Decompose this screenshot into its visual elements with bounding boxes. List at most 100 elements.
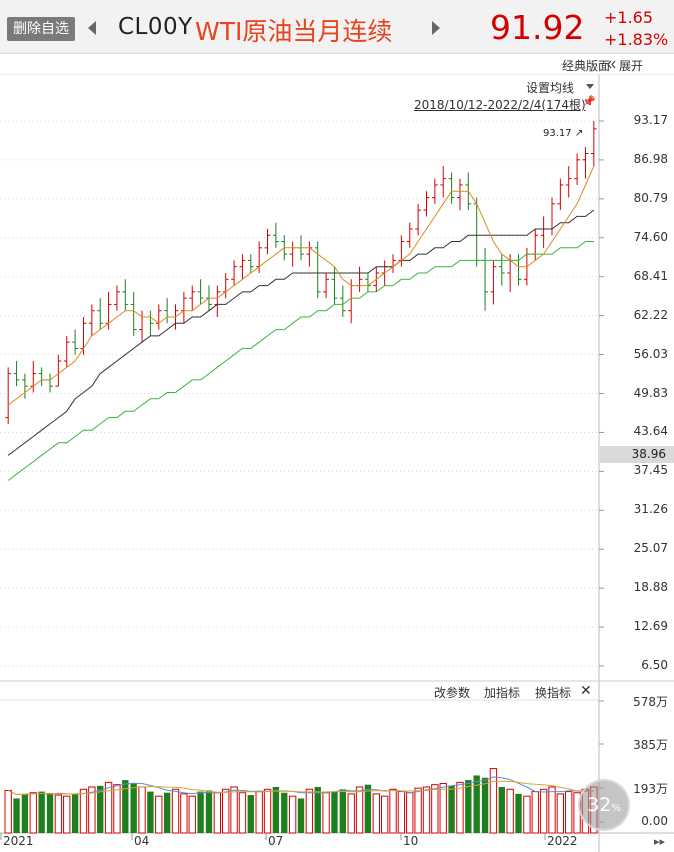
change-params-button[interactable]: 改参数 <box>434 686 471 700</box>
volume-bar <box>515 793 522 833</box>
volume-bar <box>305 788 314 834</box>
volume-bar <box>188 795 196 834</box>
volume-bar <box>314 786 321 833</box>
volume-bar <box>439 783 447 834</box>
volume-bar <box>205 790 213 833</box>
volume-bar <box>556 793 565 834</box>
price-tick-label: 74.60 <box>633 229 668 244</box>
time-tick-label: 2022 <box>547 834 578 848</box>
pin-icon[interactable]: 📌 <box>582 96 596 108</box>
classic-layout-link[interactable]: 经典版面 <box>562 59 611 73</box>
volume-bar <box>46 793 54 833</box>
volume-bar <box>213 792 222 834</box>
price-tick-label: 6.50 <box>641 658 668 672</box>
volume-bar <box>122 780 129 833</box>
ma-long-line <box>7 241 594 481</box>
volume-bar <box>88 786 96 834</box>
volume-bar <box>355 786 364 834</box>
set-moving-average-button[interactable]: 设置均线 <box>526 81 575 95</box>
volume-bar <box>63 795 71 834</box>
volume-bar <box>347 793 355 834</box>
scroll-right-icon[interactable]: ▸▸ <box>654 835 666 848</box>
volume-bar <box>506 788 514 834</box>
time-tick-label: 04 <box>134 834 150 848</box>
instrument-name: WTI原油当月连续 <box>195 17 393 46</box>
volume-bar <box>155 795 163 834</box>
time-tick-label: 2021 <box>3 834 34 848</box>
volume-bar <box>489 768 498 834</box>
ma-mid-line <box>7 209 595 456</box>
volume-bar <box>54 794 63 834</box>
close-icon[interactable]: ✕ <box>580 683 592 699</box>
price-tick-label: 93.17 <box>633 113 668 127</box>
prev-arrow-icon[interactable] <box>88 21 96 35</box>
volume-tick-label: 0.00 <box>641 814 668 828</box>
double-chevron-left-icon[interactable] <box>606 60 616 69</box>
volume-bar <box>465 780 472 833</box>
volume-bar <box>21 793 29 833</box>
volume-bar <box>380 795 389 834</box>
volume-bar <box>104 781 113 834</box>
volume-bar <box>297 798 305 833</box>
volume-bar <box>263 788 272 834</box>
volume-bar <box>222 788 230 834</box>
volume-bar <box>389 788 397 834</box>
volume-bar <box>473 775 480 833</box>
ma-short-line <box>7 165 595 406</box>
volume-bar <box>406 792 414 834</box>
price-tick-label: 25.07 <box>633 541 668 556</box>
price-change-percent: +1.83% <box>604 30 669 49</box>
volume-bar <box>565 791 573 834</box>
volume-bar <box>331 791 338 833</box>
volume-bar <box>364 784 372 833</box>
volume-bar <box>171 788 180 834</box>
volume-bar <box>372 793 380 834</box>
volume-bar <box>238 792 247 834</box>
volume-bar <box>548 786 556 834</box>
next-arrow-icon[interactable] <box>432 21 440 35</box>
volume-bar <box>288 795 297 834</box>
volume-bar <box>230 786 238 834</box>
remove-watchlist-button[interactable]: 删除自选 <box>7 17 75 41</box>
zoom-percent-badge[interactable]: 32% <box>578 779 630 831</box>
volume-bar <box>456 781 464 834</box>
volume-bar <box>498 786 505 833</box>
date-range-link[interactable]: 2018/10/12-2022/2/4(174根) <box>414 98 586 112</box>
price-tick-label: 49.83 <box>633 385 668 400</box>
price-change: +1.65 <box>604 8 654 27</box>
volume-bar <box>71 793 79 833</box>
volume-bar <box>97 785 104 833</box>
price-tick-label: 18.88 <box>633 580 668 595</box>
time-tick-label: 07 <box>268 834 284 848</box>
expand-link[interactable]: 展开 <box>619 59 644 73</box>
switch-indicator-button[interactable]: 换指标 <box>535 686 572 700</box>
price-tick-label: 86.98 <box>633 151 668 166</box>
volume-bar <box>431 784 439 834</box>
volume-tick-label: 385万 <box>633 738 668 752</box>
price-tick-label: 80.79 <box>633 190 668 205</box>
volume-bar <box>197 791 204 833</box>
price-tick-label: 37.45 <box>633 463 668 478</box>
instrument-code: CL00Y <box>118 14 193 40</box>
volume-bar <box>130 783 137 833</box>
volume-tick-label: 578万 <box>633 695 668 709</box>
quote-header: 删除自选 CL00Y WTI原油当月连续 91.92 +1.65 +1.83% <box>0 0 674 54</box>
volume-bar <box>397 791 406 834</box>
caret-down-icon[interactable] <box>586 84 594 89</box>
add-indicator-button[interactable]: 加指标 <box>484 686 521 700</box>
price-tick-label: 12.69 <box>633 619 668 634</box>
volume-bar <box>539 788 548 834</box>
volume-bar <box>339 789 347 833</box>
volume-bar <box>448 785 455 833</box>
volume-bar <box>255 791 263 834</box>
volume-bar <box>163 792 171 833</box>
last-price: 91.92 <box>490 8 585 47</box>
volume-bar <box>79 788 88 834</box>
volume-bar <box>272 786 280 833</box>
kline-chart[interactable] <box>0 74 674 852</box>
high-price-marker: 93.17 ↗ <box>543 128 584 139</box>
price-tick-label: 31.26 <box>633 502 668 517</box>
volume-bar <box>38 791 45 833</box>
price-tick-label: 56.03 <box>633 346 668 361</box>
volume-bar <box>4 789 12 834</box>
